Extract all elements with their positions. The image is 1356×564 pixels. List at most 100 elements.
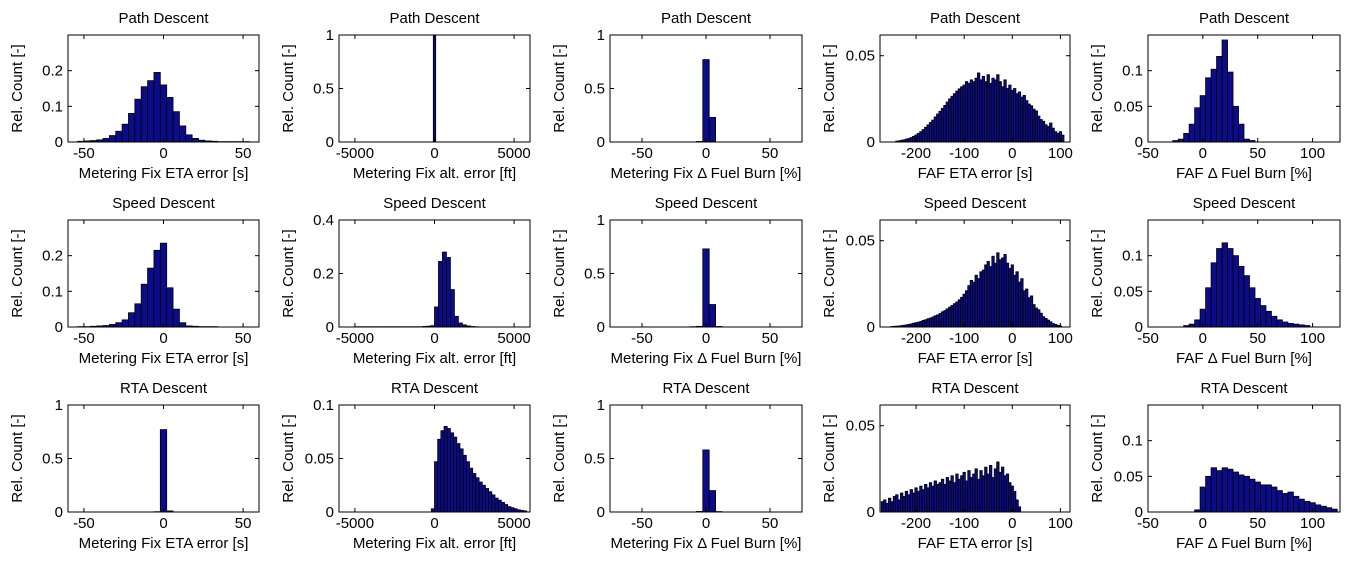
histogram-bar — [1254, 298, 1261, 328]
y-tick-label: 0.5 — [584, 81, 605, 98]
histogram-bar — [1260, 305, 1267, 328]
histogram-bar — [1238, 474, 1245, 513]
x-tick-label: 0 — [1199, 145, 1207, 162]
subplot-title: RTA Descent — [1201, 380, 1289, 397]
histogram-bar — [128, 113, 136, 143]
histogram-bar — [450, 432, 455, 513]
x-tick-label: 5000 — [497, 145, 530, 162]
histogram-bar — [121, 319, 129, 328]
histogram-bar — [459, 448, 464, 513]
histogram-bar — [1061, 134, 1065, 143]
y-tick-label: 0 — [867, 319, 875, 336]
histogram-bar — [1249, 478, 1256, 513]
subplot-2-1: Speed Descent -50 0 50 0 0.1 0.2 Metering Fix E… — [9, 195, 260, 367]
axes-frame — [1147, 404, 1341, 513]
histogram-bar — [708, 116, 717, 143]
histogram-bar — [1320, 505, 1327, 513]
x-tick-label: 5000 — [497, 330, 530, 347]
histogram-bar — [432, 34, 437, 143]
x-tick-label: 100 — [1300, 145, 1325, 162]
histogram-bar — [446, 428, 451, 513]
histogram-bar — [1325, 507, 1333, 513]
histogram-bar — [478, 481, 483, 513]
y-tick-label: 0 — [55, 504, 63, 521]
y-axis-label: Rel. Count [-] — [280, 229, 297, 317]
subplot-2-3: Speed Descent -50 0 50 0 0.5 1 Metering Fix Δ F… — [551, 195, 803, 367]
y-tick-label: 0 — [597, 319, 605, 336]
x-tick-label: -50 — [73, 515, 95, 532]
x-tick-label: 0 — [159, 145, 167, 162]
y-tick-label: 0.1 — [1122, 248, 1143, 265]
x-tick-label: 100 — [1300, 515, 1325, 532]
x-tick-label: 50 — [235, 330, 252, 347]
x-axis-label: FAF ETA error [s] — [918, 350, 1033, 367]
y-tick-label: 1 — [597, 27, 605, 44]
x-tick-label: -50 — [1137, 145, 1159, 162]
x-tick-label: 0 — [702, 515, 710, 532]
y-tick-label: 0.5 — [584, 451, 605, 468]
histogram-bar — [440, 430, 445, 513]
histogram-bar — [1276, 319, 1283, 328]
x-tick-label: -50 — [631, 145, 653, 162]
subplot-title: Path Descent — [389, 10, 480, 27]
x-tick-label: 100 — [1048, 515, 1073, 532]
histogram-bar — [1303, 500, 1311, 513]
x-tick-label: 50 — [235, 515, 252, 532]
y-axis-label: Rel. Count [-] — [551, 229, 568, 317]
y-axis-label: Rel. Count [-] — [551, 414, 568, 502]
histogram-bar — [1216, 248, 1223, 328]
histogram-bar — [128, 312, 136, 328]
y-tick-label: 0.2 — [42, 63, 63, 80]
histogram-bar — [1221, 467, 1228, 513]
subplot-title: Speed Descent — [1193, 195, 1296, 212]
y-tick-label: 0 — [326, 134, 334, 151]
histogram-bar — [1254, 481, 1261, 513]
x-tick-label: -50 — [73, 145, 95, 162]
histogram-bar — [1287, 491, 1294, 513]
y-tick-label: 0.1 — [42, 283, 63, 300]
x-tick-label: 0 — [159, 330, 167, 347]
y-axis-label: Rel. Count [-] — [280, 414, 297, 502]
histogram-bar — [191, 138, 199, 143]
x-axis-label: Metering Fix ETA error [s] — [79, 350, 249, 367]
x-tick-label: 0 — [702, 330, 710, 347]
x-tick-label: 100 — [1300, 330, 1325, 347]
histogram-bar — [1260, 484, 1267, 513]
y-axis-label: Rel. Count [-] — [280, 44, 297, 132]
histogram-bar — [453, 436, 458, 513]
histogram-bar — [504, 504, 509, 513]
histogram-bar — [172, 111, 180, 143]
histogram-bar — [115, 322, 123, 328]
histogram-bar — [1210, 467, 1217, 513]
histogram-bar — [1271, 486, 1278, 513]
y-tick-label: 0.1 — [42, 98, 63, 115]
x-tick-label: 5000 — [497, 515, 530, 532]
histogram-bar — [1227, 468, 1234, 513]
histogram-bar — [134, 303, 142, 328]
histogram-bar — [481, 484, 486, 513]
y-tick-label: 1 — [55, 397, 63, 414]
histogram-bar — [456, 443, 461, 513]
x-tick-label: 0 — [430, 330, 438, 347]
x-tick-label: -5000 — [336, 330, 374, 347]
subplot-title: Speed Descent — [383, 195, 486, 212]
x-tick-label: 0 — [430, 145, 438, 162]
y-axis-label: Rel. Count [-] — [821, 44, 838, 132]
y-axis-label: Rel. Count [-] — [9, 229, 26, 317]
histogram-bar — [446, 257, 451, 328]
subplot-3-1: RTA Descent -50 0 50 0 0.5 1 Metering Fix ETA e… — [9, 380, 260, 552]
subplot-title: Path Descent — [661, 10, 752, 27]
y-tick-label: 0 — [867, 504, 875, 521]
subplot-1-4: Path Descent -200 -100 0 100 0 0.05 FAF ETA err… — [821, 10, 1073, 182]
x-tick-label: -100 — [949, 515, 979, 532]
histogram-bar — [134, 98, 142, 143]
histogram-bar — [153, 72, 161, 143]
x-tick-label: 50 — [762, 330, 779, 347]
y-tick-label: 0 — [597, 504, 605, 521]
histogram-bar — [1243, 275, 1250, 328]
subplot-title: Path Descent — [930, 10, 1021, 27]
histogram-bar — [1238, 123, 1245, 143]
y-axis-label: Rel. Count [-] — [9, 44, 26, 132]
